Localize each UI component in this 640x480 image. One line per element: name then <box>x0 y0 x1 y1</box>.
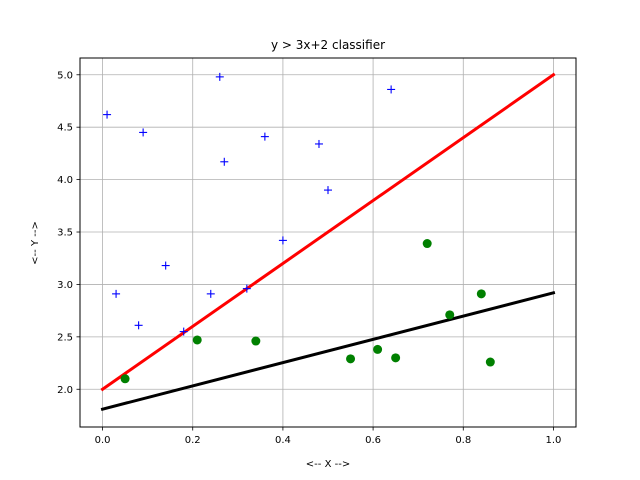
y-tick-label: 4.0 <box>57 175 73 186</box>
circle-marker <box>445 310 455 320</box>
plus-marker <box>314 139 323 148</box>
plus-marker <box>324 186 332 195</box>
plus-marker <box>242 284 251 293</box>
x-tick-label: 1.0 <box>546 435 562 446</box>
circle-marker <box>251 336 261 346</box>
plus-marker <box>179 327 188 336</box>
y-axis-ticks: 2.0 2.5 3.0 3.5 4.0 4.5 5.0 <box>57 70 80 396</box>
x-tick-label: 0.2 <box>185 435 201 446</box>
plot-lines <box>100 72 556 412</box>
x-axis-ticks: 0.0 0.2 0.4 0.6 0.8 1.0 <box>95 427 562 446</box>
y-tick-label: 2.0 <box>57 385 73 396</box>
grid <box>80 58 576 427</box>
x-axis-label: <-- X --> <box>306 459 350 470</box>
circle-marker <box>485 357 495 367</box>
circle-marker <box>476 289 486 299</box>
plus-marker <box>112 289 121 298</box>
black-fit-line <box>100 290 556 412</box>
circle-marker <box>391 353 401 363</box>
plus-marker <box>387 85 396 94</box>
y-axis-label: <-- Y --> <box>30 221 41 265</box>
plus-marker <box>260 132 269 141</box>
plus-marker <box>206 289 215 298</box>
y-tick-label: 5.0 <box>57 70 73 81</box>
circle-marker <box>192 335 202 345</box>
y-tick-label: 3.0 <box>57 280 73 291</box>
plot-frame <box>79 57 577 428</box>
x-tick-label: 0.4 <box>275 435 291 446</box>
chart-title: y > 3x+2 classifier <box>271 38 385 52</box>
y-tick-label: 2.5 <box>57 332 73 343</box>
x-tick-label: 0.6 <box>365 435 381 446</box>
y-tick-label: 4.5 <box>57 123 73 134</box>
circle-marker <box>422 239 432 249</box>
red-boundary-line <box>100 72 556 392</box>
x-tick-label: 0.8 <box>455 435 471 446</box>
plus-marker <box>161 261 170 270</box>
circle-marker <box>120 374 130 384</box>
plus-marker <box>134 321 143 330</box>
plus-marker <box>220 157 229 166</box>
circle-marker <box>373 344 383 354</box>
x-tick-label: 0.0 <box>95 435 111 446</box>
markers <box>103 72 495 384</box>
plus-marker <box>215 72 224 81</box>
plus-marker <box>278 236 287 245</box>
plus-marker <box>139 128 148 137</box>
circle-marker <box>346 354 356 364</box>
y-tick-label: 3.5 <box>57 228 73 239</box>
plus-marker <box>103 110 112 119</box>
